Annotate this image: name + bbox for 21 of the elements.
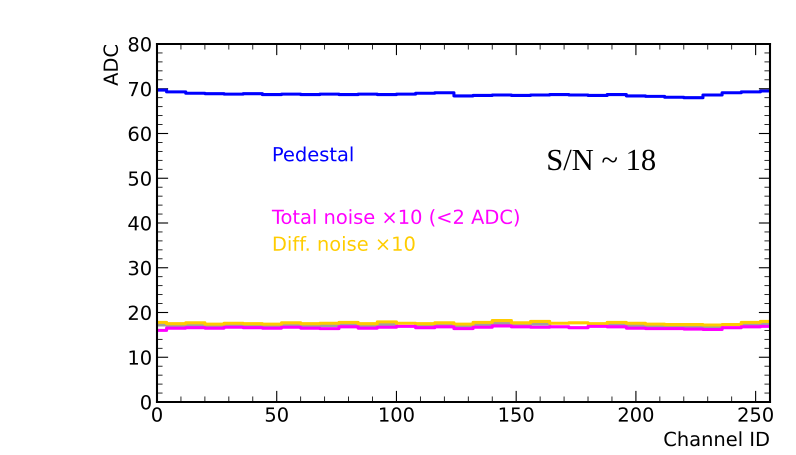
x-axis-title: Channel ID — [664, 431, 769, 446]
y-axis-title: ADC — [103, 45, 118, 86]
annotation: S/N ~ 18 — [548, 150, 656, 170]
x-tick-label: 150 — [500, 407, 534, 422]
x-tick-label: 50 — [266, 407, 288, 422]
y-tick-label: 20 — [128, 305, 151, 320]
y-tick-label: 60 — [128, 126, 151, 142]
text: Total noise ×10 (<2 ADC) — [272, 209, 519, 226]
x-tick-label: 100 — [380, 407, 414, 422]
y-tick-label: 0 — [141, 394, 151, 410]
x-tick-label: 250 — [738, 407, 773, 422]
y-tick-label: 40 — [128, 216, 151, 231]
y-tick-label: 30 — [128, 260, 151, 276]
text: Diff. noise ×10 — [274, 236, 415, 252]
y-tick-label: 10 — [130, 350, 151, 365]
text: Pedestal — [274, 146, 352, 162]
x-tick-label: 200 — [618, 407, 654, 422]
y-tick-label: 50 — [128, 171, 151, 186]
y-tick-label: 70 — [128, 82, 151, 96]
y-tick-label: 80 — [128, 36, 151, 52]
x-tick-label: 0 — [152, 407, 162, 422]
